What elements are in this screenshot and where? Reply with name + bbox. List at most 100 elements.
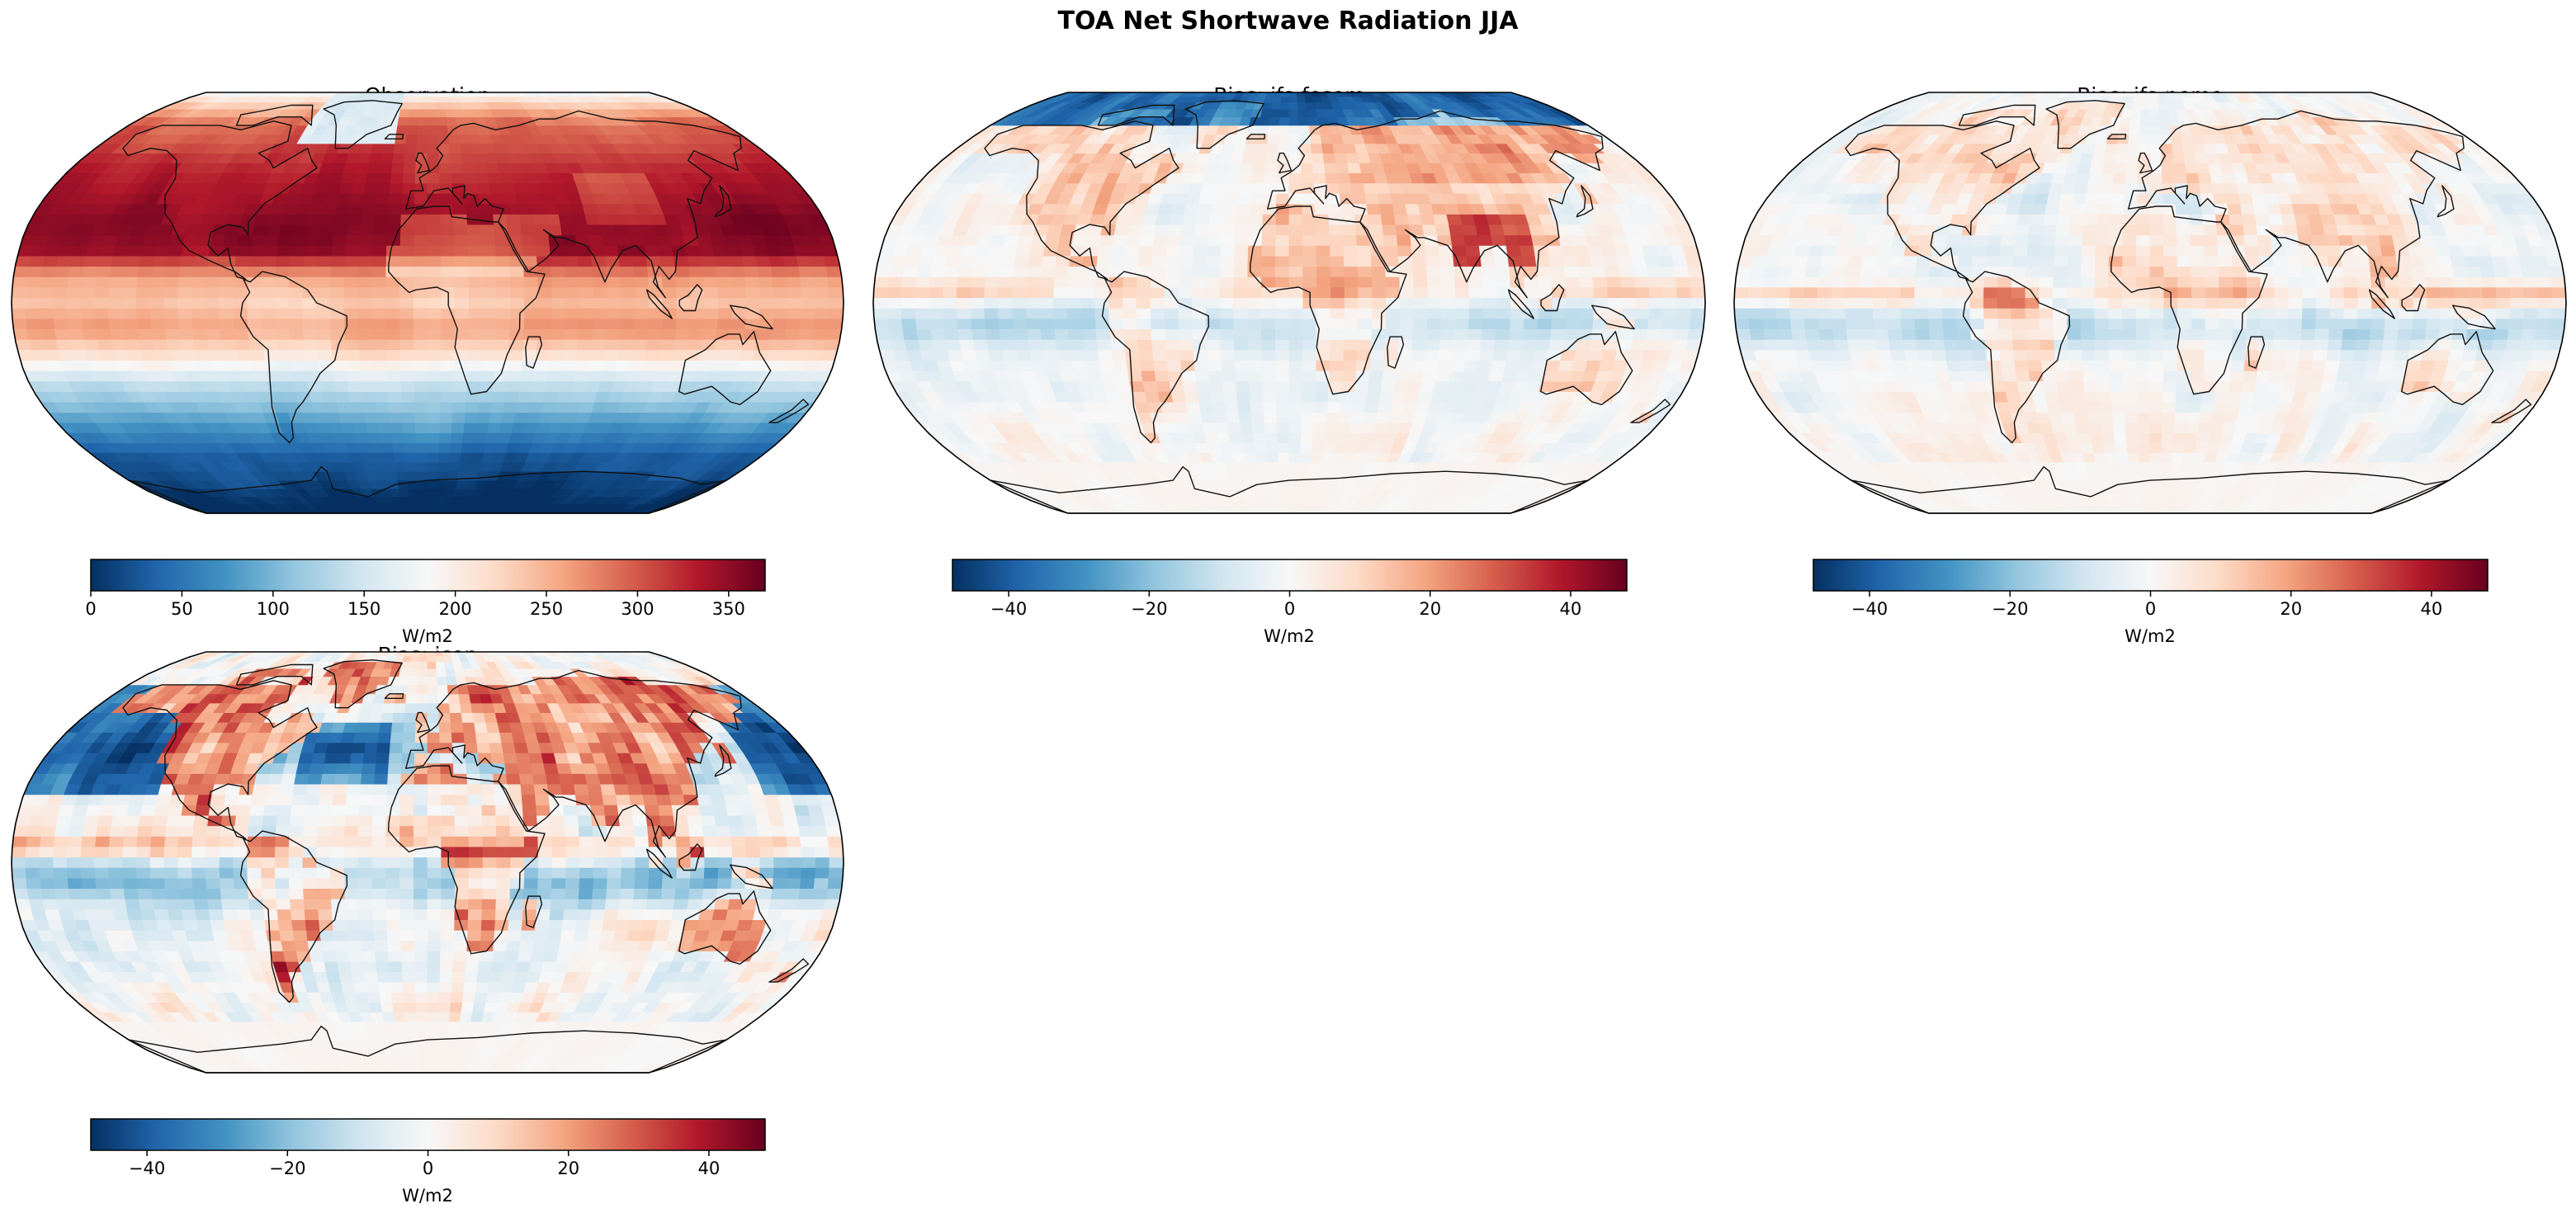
map-cell — [441, 338, 456, 351]
map-cell — [1234, 461, 1248, 472]
map-cell — [1080, 297, 1096, 309]
map-cell — [237, 234, 253, 246]
map-cell — [1261, 370, 1277, 382]
map-cell — [1192, 297, 1207, 309]
map-cell — [1211, 192, 1227, 205]
map-cell — [371, 266, 387, 277]
map-cell — [1565, 286, 1581, 299]
map-cell — [503, 192, 518, 205]
map-cell — [1265, 153, 1279, 163]
map-cell — [633, 266, 650, 277]
map-cell — [1468, 286, 1484, 299]
map-cell — [1427, 286, 1443, 299]
map-cell — [1026, 276, 1042, 288]
map-cell — [1329, 244, 1345, 257]
map-cell — [1015, 349, 1033, 361]
map-cell — [163, 286, 179, 299]
map-cell — [1179, 244, 1195, 257]
map-cell — [467, 244, 483, 257]
map-cell — [1468, 307, 1484, 319]
map-cell — [330, 276, 346, 288]
map-cell — [1593, 286, 1609, 299]
map-cell — [1619, 328, 1635, 340]
map-cell — [1123, 328, 1139, 340]
map-cell — [325, 412, 342, 423]
map-cell — [1073, 370, 1090, 382]
map-cell — [152, 338, 168, 351]
map-cell — [1195, 214, 1212, 225]
map-cell — [427, 391, 442, 403]
map-cell — [261, 276, 277, 288]
map-cell — [290, 338, 305, 351]
map-cell — [343, 286, 359, 299]
map-cell — [659, 338, 676, 351]
map-cell — [1150, 286, 1165, 299]
map-cell — [1392, 203, 1408, 215]
map-cell — [427, 479, 438, 489]
map-cell — [324, 401, 340, 413]
map-cell — [703, 307, 720, 319]
map-cell — [182, 234, 200, 246]
map-cell — [1053, 276, 1069, 288]
map-cell — [413, 255, 428, 267]
map-cell — [1276, 432, 1290, 444]
coastline — [239, 271, 348, 444]
map-cell — [357, 153, 372, 163]
map-cell — [507, 370, 522, 382]
map-cell — [915, 307, 930, 319]
map-cell — [385, 318, 401, 330]
map-cell — [1657, 338, 1675, 351]
map-cell — [1164, 276, 1179, 288]
map-cell — [416, 125, 428, 135]
map-cell — [1249, 391, 1264, 403]
map-cell — [675, 318, 691, 330]
map-cell — [362, 192, 378, 205]
map-cell — [1139, 360, 1156, 371]
coastline — [388, 205, 546, 395]
map-cell — [1357, 255, 1373, 267]
map-cell — [415, 143, 428, 153]
map-cell — [1301, 412, 1316, 423]
map-cell — [1314, 401, 1329, 413]
map-cell — [759, 286, 775, 299]
map-cell — [1465, 349, 1482, 361]
map-cell — [385, 349, 401, 361]
map-cell — [1004, 234, 1021, 246]
map-cell — [331, 244, 347, 257]
map-cell — [1138, 244, 1155, 257]
map-cell — [886, 286, 903, 299]
map-cell — [1385, 328, 1401, 340]
map-cell — [1029, 349, 1046, 361]
map-cell — [505, 380, 522, 392]
map-cell — [441, 255, 456, 267]
map-cell — [1212, 412, 1228, 423]
map-cell — [347, 380, 362, 392]
map-cell — [418, 108, 428, 118]
map-cell — [357, 266, 373, 277]
map-cell — [676, 286, 692, 299]
map-cell — [94, 297, 110, 309]
map-cell — [1047, 224, 1064, 236]
map-cell — [1165, 328, 1180, 340]
map-cell — [1573, 349, 1591, 361]
map-cell — [1193, 234, 1209, 246]
map-cell — [888, 266, 905, 277]
map-cell — [1288, 153, 1302, 163]
map-cell — [464, 412, 479, 423]
map-cell — [618, 255, 635, 267]
map-cell — [579, 307, 594, 319]
map-cell — [1436, 360, 1453, 371]
map-cell — [716, 318, 733, 330]
map-cell — [427, 203, 442, 215]
map-cell — [688, 266, 704, 277]
map-cell — [592, 266, 607, 277]
map-cell — [1095, 328, 1111, 340]
map-cell — [1356, 360, 1372, 371]
map-cell — [1275, 380, 1290, 392]
map-cell — [961, 349, 978, 361]
map-cell — [626, 224, 644, 236]
map-cell — [1200, 412, 1216, 423]
map-cell — [1015, 244, 1033, 257]
map-cell — [684, 244, 702, 257]
map-cell — [372, 244, 388, 257]
